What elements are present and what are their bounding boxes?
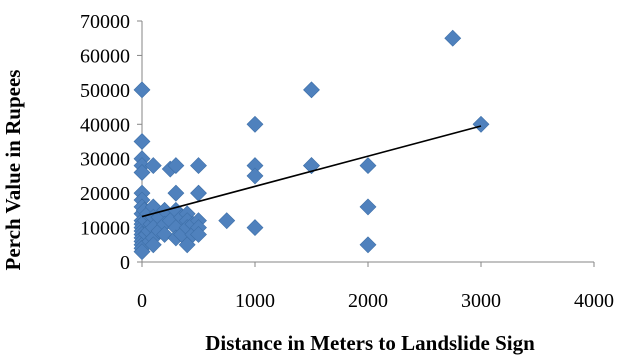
- data-point: [133, 81, 151, 99]
- data-point: [133, 133, 151, 150]
- x-tick-label: 1000: [235, 290, 275, 312]
- trendline-group: [141, 125, 482, 218]
- y-tick-label: 0: [120, 252, 130, 274]
- data-point: [359, 157, 377, 175]
- data-point: [359, 198, 377, 216]
- data-point: [472, 115, 490, 133]
- y-tick-labels: 0 10000 20000 30000 40000 50000 60000 70000: [80, 11, 130, 274]
- axes: [137, 20, 595, 267]
- data-point: [190, 157, 207, 175]
- data-point: [133, 164, 151, 181]
- x-tick-label: 3000: [461, 290, 501, 312]
- data-point: [190, 184, 207, 202]
- data-point: [359, 236, 377, 254]
- data-point: [246, 219, 264, 236]
- data-point: [246, 115, 264, 133]
- y-tick-label: 40000: [80, 114, 130, 136]
- y-tick-label: 20000: [80, 183, 130, 205]
- x-tick-label: 2000: [348, 290, 388, 312]
- x-tick-labels: 0 1000 2000 3000 4000: [137, 290, 614, 312]
- data-point: [303, 81, 320, 99]
- data-point: [190, 226, 207, 243]
- x-axis-title: Distance in Meters to Landslide Sign: [205, 331, 535, 355]
- data-points: [133, 29, 490, 261]
- data-point: [218, 212, 236, 230]
- y-tick-label: 10000: [80, 218, 130, 240]
- y-tick-label: 70000: [80, 11, 130, 33]
- data-point: [246, 167, 264, 185]
- data-point: [167, 157, 185, 175]
- data-point: [133, 243, 151, 261]
- x-tick-label: 0: [137, 290, 147, 312]
- trendline: [141, 125, 482, 218]
- data-point: [444, 29, 462, 47]
- y-tick-label: 30000: [80, 149, 130, 171]
- y-tick-label: 60000: [80, 45, 130, 67]
- y-axis-title: Perch Value in Rupees: [1, 70, 25, 271]
- y-tick-label: 50000: [80, 80, 130, 102]
- data-point: [144, 157, 162, 175]
- data-point: [144, 236, 162, 254]
- data-point: [167, 184, 185, 202]
- x-tick-label: 4000: [574, 290, 614, 312]
